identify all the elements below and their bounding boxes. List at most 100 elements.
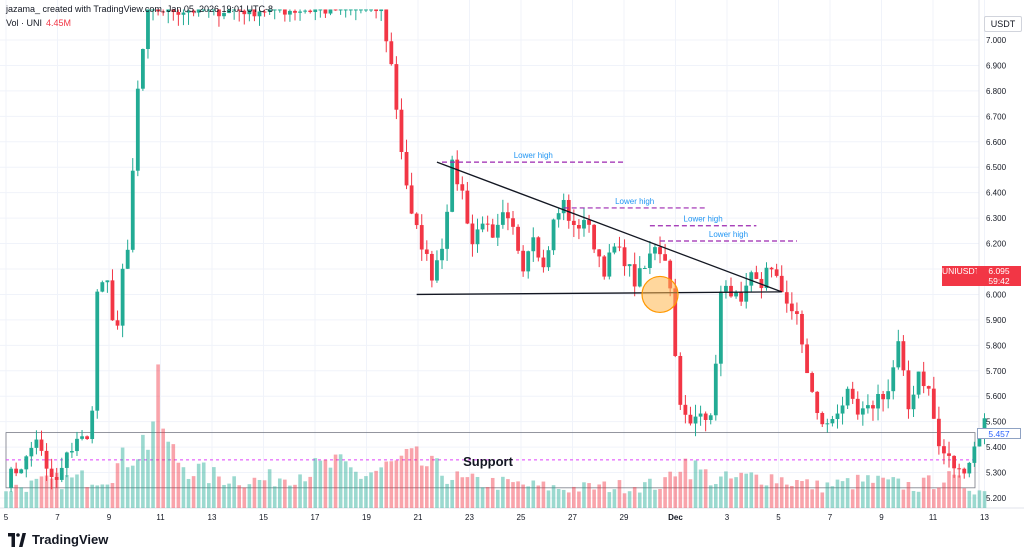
volume-bar bbox=[749, 472, 754, 508]
volume-bar bbox=[4, 491, 8, 508]
annotations: Lower high Lower high Lower high Lower high… bbox=[463, 151, 748, 469]
candle-body bbox=[338, 9, 343, 11]
volume-bar bbox=[54, 472, 59, 508]
candle-body bbox=[490, 224, 495, 238]
volume-bar bbox=[734, 477, 738, 508]
volume-bar bbox=[136, 459, 140, 508]
candle-body bbox=[470, 223, 475, 245]
time-tick-label: 13 bbox=[980, 513, 989, 522]
volume-bar bbox=[587, 483, 591, 508]
volume-bar bbox=[719, 476, 723, 508]
candle-body bbox=[414, 213, 419, 226]
candle-body bbox=[516, 226, 520, 251]
volume-bar bbox=[196, 463, 201, 508]
volume-bar bbox=[511, 482, 515, 508]
candle-body bbox=[916, 371, 921, 395]
price-tick-label: 5.700 bbox=[986, 367, 1007, 376]
price-tick-label: 5.800 bbox=[986, 341, 1007, 350]
candle-body bbox=[399, 109, 404, 152]
volume-bar bbox=[354, 471, 358, 508]
volume-bar bbox=[222, 484, 226, 508]
price-tick-label: 6.900 bbox=[986, 61, 1007, 70]
volume-bar bbox=[774, 483, 779, 508]
candle-body bbox=[333, 9, 338, 11]
price-tick-label: 5.900 bbox=[986, 316, 1007, 325]
time-tick-label: 11 bbox=[929, 513, 938, 522]
candle-body bbox=[602, 256, 607, 277]
volume-bar bbox=[166, 441, 171, 508]
volume-bar bbox=[830, 486, 835, 508]
candle-body bbox=[718, 291, 723, 364]
candle-body bbox=[668, 260, 673, 289]
candle-body bbox=[455, 159, 460, 185]
candle-body bbox=[967, 462, 972, 474]
candle-body bbox=[14, 468, 19, 474]
volume-bar bbox=[125, 467, 130, 508]
volume-bar bbox=[75, 474, 79, 508]
candle-body bbox=[881, 394, 886, 400]
volume-bar bbox=[632, 487, 637, 508]
candle-body bbox=[642, 268, 647, 270]
volume-bar bbox=[637, 492, 642, 508]
volume-bar bbox=[283, 479, 287, 508]
candle-body bbox=[161, 11, 166, 13]
volume-bar bbox=[394, 460, 399, 508]
volume-bar bbox=[100, 484, 105, 508]
candle-body bbox=[531, 237, 536, 252]
candle-body bbox=[247, 9, 252, 15]
candle-body bbox=[901, 341, 906, 371]
volume-bar bbox=[896, 478, 901, 508]
candle-body bbox=[708, 415, 713, 420]
price-tick-label: 6.500 bbox=[986, 163, 1007, 172]
candle-body bbox=[409, 185, 414, 214]
volume-bar bbox=[460, 477, 465, 508]
price-tick-label: 6.000 bbox=[986, 290, 1007, 299]
volume-bar bbox=[678, 471, 683, 508]
volume-bar bbox=[272, 486, 277, 508]
candle-body bbox=[277, 9, 282, 11]
volume-bar bbox=[455, 471, 460, 508]
volume-bar bbox=[942, 482, 946, 508]
volume-bar bbox=[338, 454, 343, 508]
candle-body bbox=[561, 199, 566, 214]
candle-body bbox=[151, 9, 155, 11]
volume-bar bbox=[921, 477, 926, 508]
candle-body bbox=[693, 416, 698, 424]
volume-bar bbox=[663, 477, 667, 508]
candle-body bbox=[191, 10, 196, 13]
candle-body bbox=[217, 9, 221, 17]
volume-bar bbox=[34, 478, 39, 508]
candle-body bbox=[653, 247, 657, 254]
time-tick-label: 15 bbox=[259, 513, 268, 522]
volume-bar bbox=[536, 485, 541, 508]
volume-bar bbox=[475, 476, 480, 508]
candle-body bbox=[637, 268, 642, 287]
candle-body bbox=[95, 291, 100, 411]
candle-body bbox=[186, 10, 191, 13]
volume-bar bbox=[480, 487, 485, 508]
candle-body bbox=[784, 292, 789, 304]
volume-bar bbox=[739, 472, 743, 508]
candle-body bbox=[759, 278, 764, 289]
candle-body bbox=[369, 9, 373, 11]
volume-bar bbox=[490, 477, 495, 508]
volume-legend: Vol · UNI 4.45M bbox=[6, 18, 71, 28]
candle-body bbox=[622, 247, 627, 267]
currency-selector[interactable]: USDT bbox=[984, 16, 1022, 32]
volume-bar bbox=[430, 455, 434, 508]
volume-bar bbox=[191, 476, 196, 508]
candle-body bbox=[495, 224, 500, 238]
candle-body bbox=[364, 9, 368, 11]
volume-bar bbox=[850, 489, 855, 508]
volume-bar bbox=[602, 481, 607, 508]
candle-body bbox=[658, 247, 662, 255]
volume-bar bbox=[308, 476, 312, 508]
tradingview-brand[interactable]: TradingView bbox=[6, 532, 108, 547]
volume-bar bbox=[374, 470, 378, 508]
candle-body bbox=[485, 223, 490, 225]
candle-body bbox=[100, 282, 105, 292]
candle-body bbox=[744, 285, 749, 302]
volume-bar bbox=[313, 458, 318, 508]
candle-body bbox=[663, 254, 667, 261]
